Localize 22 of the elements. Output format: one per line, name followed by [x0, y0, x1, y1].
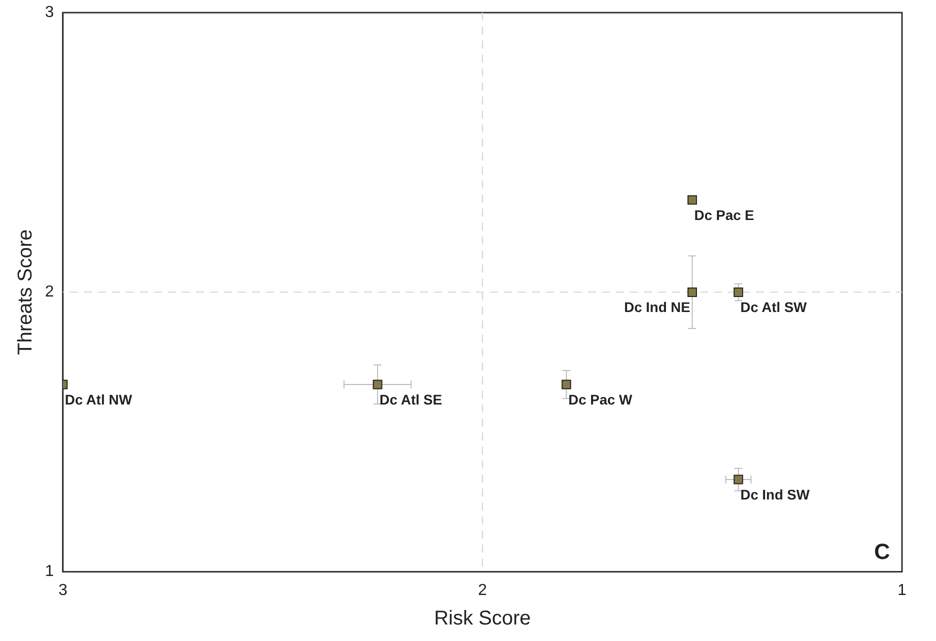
annotation: Dc Ind SW	[740, 486, 810, 502]
y-tick-label: 3	[44, 4, 54, 22]
y-tick-label: 2	[44, 284, 54, 301]
y-tick-label: 1	[44, 563, 54, 580]
annotation: Dc Atl SW	[740, 299, 808, 316]
point	[562, 380, 572, 390]
point	[734, 474, 744, 484]
annotation: Dc Ind NE	[624, 299, 690, 316]
x-tick-label: 1	[898, 582, 907, 599]
annotation: Dc Atl SE	[380, 391, 442, 408]
point	[734, 287, 744, 297]
annotation: Dc Pac W	[568, 391, 633, 408]
x-axis-title: Risk Score	[434, 608, 531, 630]
x-tick-label: 3	[58, 582, 68, 599]
point	[372, 380, 382, 390]
y-axis-title: Threats Score	[14, 229, 37, 356]
annotation: Dc Pac E	[694, 206, 754, 223]
annotation: C	[874, 538, 890, 564]
x-tick-label: 2	[478, 582, 487, 599]
point	[687, 195, 697, 205]
annotation: Dc Atl NW	[64, 391, 133, 408]
point	[687, 287, 697, 297]
